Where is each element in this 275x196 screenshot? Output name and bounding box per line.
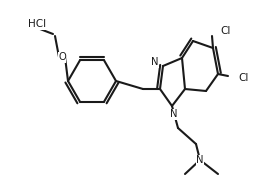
Text: N: N: [170, 109, 178, 119]
Text: Cl: Cl: [238, 73, 248, 83]
Text: HCl: HCl: [28, 19, 46, 29]
Text: N: N: [196, 155, 204, 165]
Text: O: O: [58, 52, 66, 62]
Text: N: N: [151, 57, 159, 67]
Text: Cl: Cl: [220, 26, 230, 36]
